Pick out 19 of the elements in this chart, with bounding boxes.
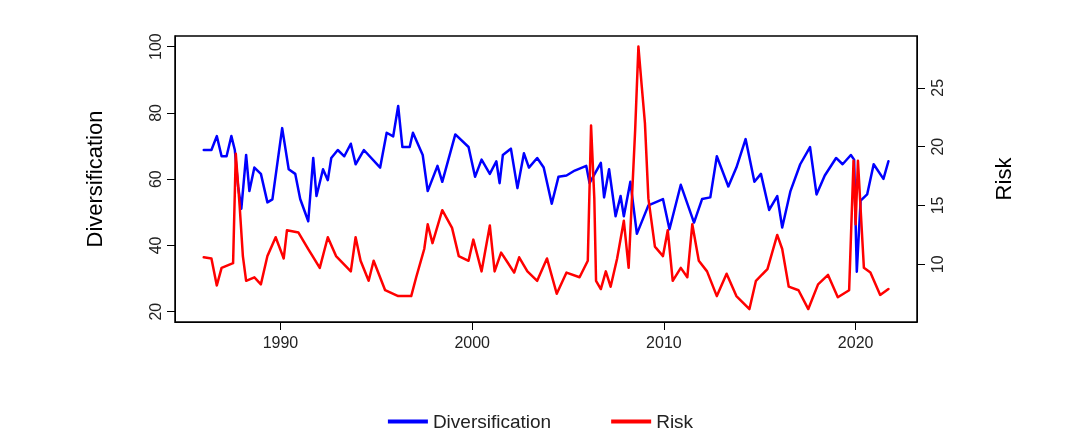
y-tick-label: 60	[146, 170, 164, 189]
line-series	[202, 45, 890, 311]
x-tick-label: 2020	[837, 333, 874, 351]
y-tick-label: 20	[146, 302, 164, 321]
x-tick-label: 1990	[262, 333, 299, 351]
y2-tick-label: 10	[928, 255, 946, 274]
y2-axis-title: Risk	[990, 156, 1016, 201]
y2-tick-label: 25	[928, 78, 946, 97]
x-tick-label: 2010	[646, 333, 682, 351]
y-tick-label: 100	[146, 33, 164, 60]
legend-label: Diversification	[432, 411, 552, 432]
y-tick-label: 40	[146, 236, 164, 255]
x-tick-label: 2000	[454, 333, 491, 351]
y2-tick-label: 20	[928, 137, 946, 156]
y-tick-label: 80	[146, 103, 164, 122]
y-axis-title: Diversification	[81, 110, 107, 248]
y2-tick-label: 15	[928, 196, 946, 215]
legend-label: Risk	[656, 411, 694, 432]
line-series	[202, 104, 890, 273]
